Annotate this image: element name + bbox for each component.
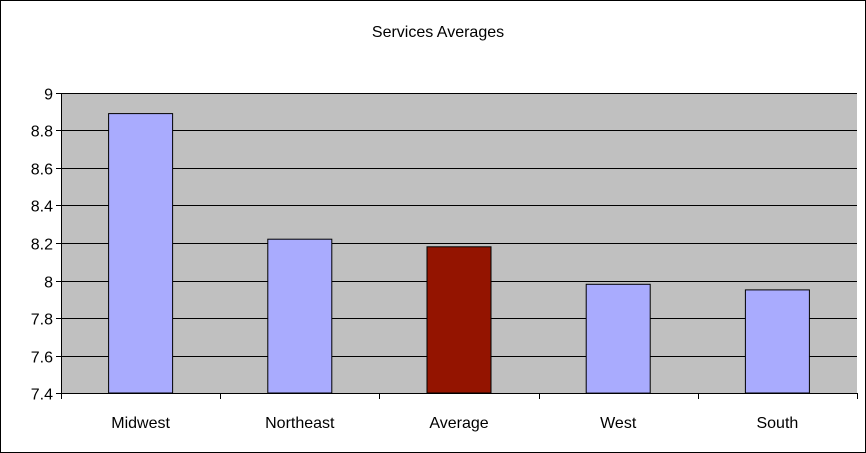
x-category-label: Average [429,415,488,432]
y-tick-label: 7.4 [31,387,53,404]
x-category-label: South [756,415,798,432]
y-tick-label: 8.4 [31,199,53,216]
bar-northeast [267,238,333,394]
x-axis-categories: Midwest Northeast Average West South [111,415,798,432]
y-tick-label: 8.6 [31,162,53,179]
y-tick-label: 7.8 [31,312,53,329]
bar-average [426,246,492,394]
y-tick-label: 8.2 [31,237,53,254]
bar-midwest [108,113,174,394]
x-category-label: West [600,415,637,432]
bar-west [585,283,651,394]
y-axis-ticks: 7.4 7.6 7.8 8 8.2 8.4 8.6 8.8 9 [31,87,53,404]
x-category-label: Midwest [111,415,170,432]
y-tick-label: 8 [44,275,53,292]
chart-title: Services Averages [372,24,504,41]
x-category-label: Northeast [265,415,335,432]
axes [56,93,858,399]
y-tick-label: 8.8 [31,124,53,141]
bar-south [744,289,810,394]
bars [108,113,810,394]
y-tick-label: 9 [44,87,53,104]
y-tick-label: 7.6 [31,350,53,367]
